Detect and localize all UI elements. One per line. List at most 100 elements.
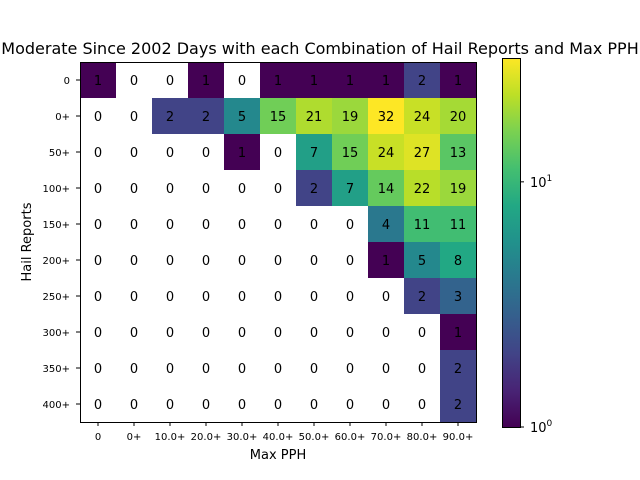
- cell-value-label: 15: [342, 146, 359, 161]
- heatmap-cell: [188, 206, 224, 242]
- heatmap-cell: [152, 242, 188, 278]
- cell-value-label: 13: [450, 146, 467, 161]
- heatmap-cell: [368, 278, 404, 314]
- heatmap-cell: [332, 278, 368, 314]
- heatmap-cell: [188, 314, 224, 350]
- cell-value-label: 0: [130, 182, 138, 197]
- cell-value-label: 0: [94, 254, 102, 269]
- cell-value-label: 0: [166, 362, 174, 377]
- cell-value-label: 0: [130, 362, 138, 377]
- heatmap-cell: [224, 314, 260, 350]
- cell-value-label: 1: [274, 74, 282, 89]
- cell-value-label: 24: [414, 110, 431, 125]
- heatmap-cell: [332, 350, 368, 386]
- cell-value-label: 3: [454, 290, 462, 305]
- heatmap-cell: [188, 170, 224, 206]
- x-tick-label: 80.0+: [407, 432, 438, 443]
- heatmap-cell: [188, 242, 224, 278]
- heatmap-cell: [260, 170, 296, 206]
- cell-value-label: 14: [378, 182, 395, 197]
- heatmap-cell: [116, 98, 152, 134]
- cell-value-label: 0: [202, 290, 210, 305]
- cell-value-label: 0: [94, 146, 102, 161]
- y-tick-label: 50+: [49, 148, 70, 159]
- x-tick-label: 0+: [127, 432, 142, 443]
- cell-value-label: 22: [414, 182, 431, 197]
- cell-value-label: 0: [346, 326, 354, 341]
- heatmap-cell: [116, 206, 152, 242]
- heatmap-cell: [368, 206, 404, 242]
- cell-value-label: 11: [450, 218, 467, 233]
- heatmap-cell: [404, 314, 440, 350]
- cell-value-label: 0: [382, 398, 390, 413]
- cell-value-label: 7: [310, 146, 318, 161]
- heatmap-cell: [260, 242, 296, 278]
- cell-value-label: 19: [342, 110, 359, 125]
- heatmap-cell: [332, 62, 368, 98]
- heatmap-cell: [80, 386, 116, 422]
- heatmap-cell: [440, 206, 476, 242]
- heatmap-cell: [440, 314, 476, 350]
- heatmap-cell: [224, 386, 260, 422]
- cell-value-label: 0: [94, 398, 102, 413]
- cell-value-label: 2: [166, 110, 174, 125]
- heatmap-cell: [440, 62, 476, 98]
- heatmap-cell: [152, 350, 188, 386]
- cell-value-label: 0: [202, 218, 210, 233]
- heatmap-cell: [332, 98, 368, 134]
- cell-value-label: 0: [382, 362, 390, 377]
- heatmap-cell: [80, 314, 116, 350]
- cell-value-label: 1: [310, 74, 318, 89]
- cell-value-label: 24: [378, 146, 395, 161]
- cell-value-label: 0: [346, 362, 354, 377]
- cell-value-label: 5: [238, 110, 246, 125]
- heatmap-cell: [404, 98, 440, 134]
- heatmap-cell: [188, 386, 224, 422]
- x-tick-label: 50.0+: [299, 432, 330, 443]
- heatmap-cell: [260, 206, 296, 242]
- cell-value-label: 0: [166, 182, 174, 197]
- heatmap-cell: [296, 134, 332, 170]
- heatmap-cell: [440, 98, 476, 134]
- colorbar-ticks: 100 101: [520, 174, 553, 436]
- cell-value-label: 2: [454, 398, 462, 413]
- heatmap-cell: [404, 170, 440, 206]
- cell-value-label: 0: [94, 218, 102, 233]
- cell-value-label: 0: [130, 146, 138, 161]
- heatmap-cell: [152, 206, 188, 242]
- cell-value-label: 0: [166, 218, 174, 233]
- y-tick-label: 300+: [43, 328, 70, 339]
- heatmap-cell: [368, 242, 404, 278]
- heatmap-cell: [404, 242, 440, 278]
- cell-value-label: 0: [130, 74, 138, 89]
- cell-value-label: 1: [346, 74, 354, 89]
- heatmap-cell: [404, 62, 440, 98]
- heatmap-cell: [260, 314, 296, 350]
- cell-value-label: 0: [166, 254, 174, 269]
- cell-value-label: 0: [238, 218, 246, 233]
- cell-value-label: 0: [274, 254, 282, 269]
- cell-value-label: 7: [346, 182, 354, 197]
- cell-value-label: 0: [166, 74, 174, 89]
- heatmap-cell: [368, 386, 404, 422]
- heatmap-cell: [152, 62, 188, 98]
- heatmap-cell: [188, 350, 224, 386]
- cell-value-label: 0: [418, 362, 426, 377]
- heatmap-cell: [224, 98, 260, 134]
- cell-value-label: 0: [274, 398, 282, 413]
- cell-value-label: 0: [346, 290, 354, 305]
- cell-value-label: 0: [310, 218, 318, 233]
- colorbar: 100 101: [502, 58, 553, 436]
- cell-value-label: 1: [382, 254, 390, 269]
- cell-value-label: 0: [130, 290, 138, 305]
- cell-value-label: 0: [238, 398, 246, 413]
- x-tick-label: 10.0+: [155, 432, 186, 443]
- x-tick-label: 90.0+: [443, 432, 474, 443]
- cell-value-label: 0: [238, 290, 246, 305]
- heatmap-cell: [188, 134, 224, 170]
- heatmap-cell: [224, 206, 260, 242]
- y-tick-label: 0+: [55, 112, 70, 123]
- heatmap-cell: [188, 62, 224, 98]
- heatmap-cell: [296, 242, 332, 278]
- heatmap-cell: [368, 350, 404, 386]
